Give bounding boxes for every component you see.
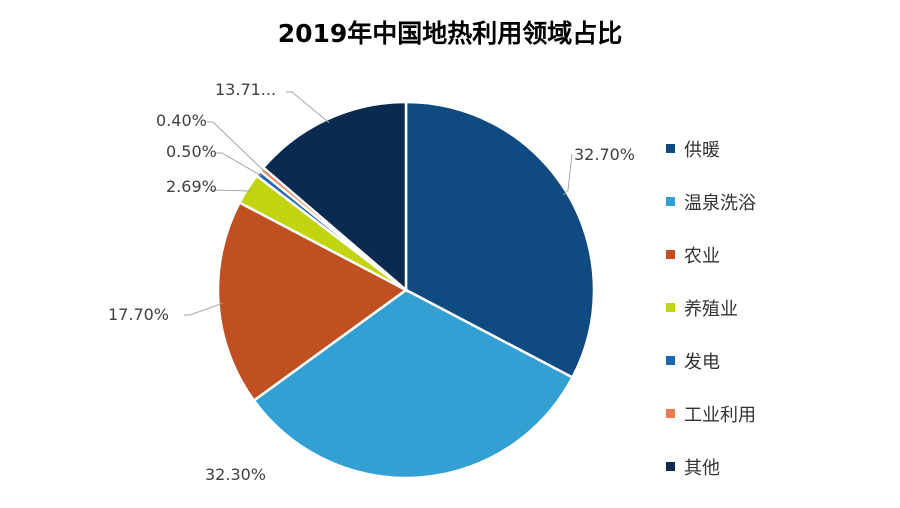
legend-swatch <box>666 197 675 206</box>
leader-line-4 <box>209 189 251 192</box>
pie-slice-7 <box>261 100 408 293</box>
legend-item-3: 农业 <box>666 228 756 281</box>
legend-swatch <box>666 303 675 312</box>
legend-label: 工业利用 <box>684 404 756 426</box>
legend-swatch <box>666 356 675 365</box>
data-label-7: 13.71... <box>215 80 276 99</box>
legend-label: 养殖业 <box>684 298 738 320</box>
legend-item-5: 发电 <box>666 334 756 387</box>
legend: 供暖温泉洗浴农业养殖业发电工业利用其他 <box>666 122 756 493</box>
chart-title: 2019年中国地热利用领域占比 <box>277 19 623 48</box>
legend-swatch <box>666 250 675 259</box>
legend-label: 供暖 <box>684 139 720 161</box>
legend-label: 温泉洗浴 <box>684 192 756 214</box>
data-label-3: 17.70% <box>108 305 169 324</box>
pie-slice-2 <box>252 288 575 480</box>
data-label-6: 0.40% <box>156 111 207 130</box>
data-label-5: 0.50% <box>166 142 217 161</box>
leader-line-3 <box>184 302 223 316</box>
legend-item-2: 温泉洗浴 <box>666 175 756 228</box>
legend-item-7: 其他 <box>666 440 756 493</box>
legend-item-4: 养殖业 <box>666 281 756 334</box>
data-label-4: 2.69% <box>166 177 217 196</box>
legend-swatch <box>666 144 675 153</box>
legend-label: 农业 <box>684 245 720 267</box>
data-label-2: 32.30% <box>205 465 266 484</box>
pie-slice-3 <box>216 200 409 403</box>
leader-line-1 <box>563 153 573 196</box>
pie-slice-1 <box>404 100 596 380</box>
legend-item-1: 供暖 <box>666 122 756 175</box>
legend-swatch <box>666 409 675 418</box>
leader-line-5 <box>216 152 262 177</box>
legend-label: 发电 <box>684 351 720 373</box>
data-label-1: 32.70% <box>574 145 635 164</box>
legend-swatch <box>666 462 675 471</box>
leader-line-6 <box>207 121 266 173</box>
leader-line-7 <box>286 91 330 124</box>
legend-item-6: 工业利用 <box>666 387 756 440</box>
legend-label: 其他 <box>684 457 720 479</box>
